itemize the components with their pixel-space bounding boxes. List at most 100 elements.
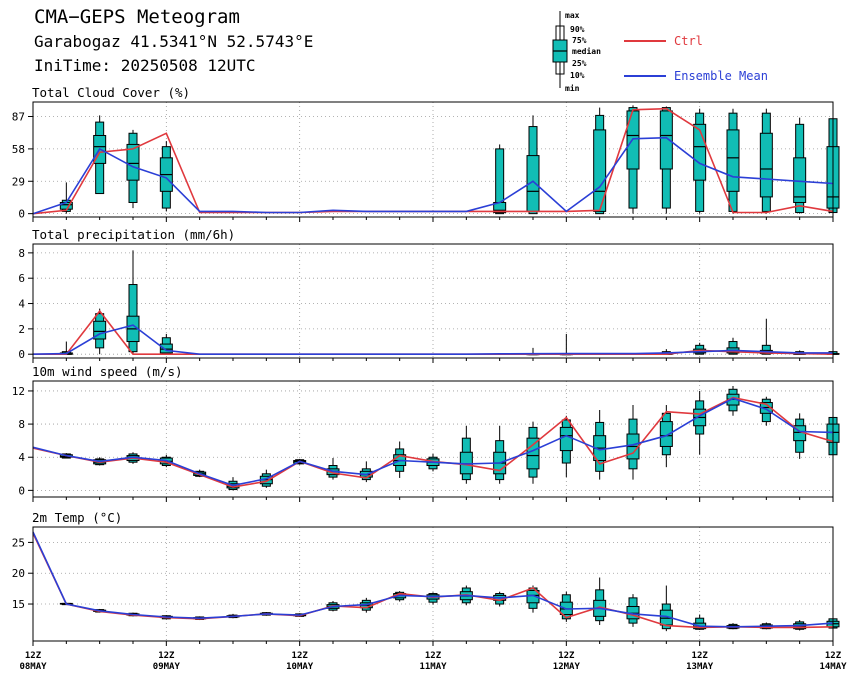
- box-25-75: [693, 123, 707, 181]
- legend-ctrl-label: Ctrl: [674, 34, 703, 48]
- box-whisker: [559, 415, 573, 478]
- box-whisker: [693, 390, 707, 455]
- x-tick-label-time: 12Z: [25, 651, 42, 661]
- x-tick-label-time: 12Z: [158, 651, 175, 661]
- x-tick-label-time: 12Z: [692, 651, 709, 661]
- ctrl-series-line: [32, 107, 834, 215]
- x-tick-label-date: 11MAY: [419, 662, 447, 672]
- box-whisker: [659, 106, 673, 214]
- box-25-75: [726, 129, 740, 192]
- box-whisker: [793, 413, 807, 459]
- panel-frame: [32, 526, 834, 642]
- mean-series-line: [32, 397, 834, 487]
- box-25-75: [659, 421, 673, 447]
- box-whisker: [726, 108, 740, 214]
- mean-series-line: [32, 531, 834, 628]
- panel-frame: [32, 101, 834, 218]
- box-25-75: [93, 320, 107, 340]
- x-tick-label-date: 08MAY: [19, 662, 47, 672]
- init-time-label: IniTime: 20250508 12UTC: [34, 56, 256, 75]
- key-label-p10: 10%: [570, 71, 585, 80]
- box-25-75: [559, 426, 573, 452]
- x-tick-label-time: 12Z: [825, 651, 842, 661]
- y-tick-label: 8: [18, 418, 25, 431]
- panel-title: Total Cloud Cover (%): [32, 85, 190, 100]
- x-tick-label-time: 12Z: [558, 651, 575, 661]
- y-tick-label: 8: [18, 247, 25, 260]
- key-label-max: max: [565, 11, 580, 20]
- box-10-90: [761, 344, 771, 355]
- key-label-p75: 75%: [572, 36, 587, 45]
- legend-ctrl-swatch: [624, 40, 666, 42]
- box-25-75: [526, 437, 540, 470]
- panel-3: 2m Temp (°C) 15 20 25: [12, 510, 840, 646]
- mean-series-line: [32, 136, 834, 215]
- box-whisker: [526, 115, 540, 215]
- x-tick-label-time: 12Z: [292, 651, 309, 661]
- box-whisker: [626, 405, 640, 480]
- y-tick-label: 6: [18, 272, 25, 285]
- panel-frame: [32, 380, 834, 498]
- legend-mean: Ensemble Mean: [624, 69, 768, 83]
- panel-2: 10m wind speed (m/s) 0 4 8 12: [12, 364, 840, 502]
- box-whisker: [593, 577, 607, 625]
- y-tick-label: 2: [18, 323, 25, 336]
- x-tick-label-date: 14MAY: [819, 662, 847, 672]
- x-tick-label-date: 09MAY: [153, 662, 181, 672]
- box-whisker: [759, 318, 773, 355]
- box-25-75: [126, 143, 140, 181]
- y-tick-label: 87: [12, 111, 25, 124]
- y-tick-label: 12: [12, 385, 25, 398]
- box-whisker: [626, 594, 640, 627]
- y-tick-label: 29: [12, 175, 25, 188]
- panel-title: 10m wind speed (m/s): [32, 364, 183, 379]
- x-tick-label-date: 13MAY: [686, 662, 714, 672]
- mean-series-line: [32, 324, 833, 356]
- y-tick-label: 20: [12, 567, 25, 580]
- key-label-min: min: [565, 84, 580, 93]
- location-label: Garabogaz 41.5341°N 52.5743°E: [34, 32, 314, 51]
- box-whisker: [126, 129, 140, 209]
- panel-title: 2m Temp (°C): [32, 510, 122, 525]
- box-whisker: [459, 425, 473, 484]
- panel-title: Total precipitation (mm/6h): [32, 227, 235, 242]
- y-tick-label: 15: [12, 598, 25, 611]
- box-whisker: [326, 458, 340, 480]
- panel-0: Total Cloud Cover (%) 0 29 58 87: [12, 85, 840, 222]
- x-tick-label-date: 12MAY: [553, 662, 581, 672]
- y-tick-label: 58: [12, 143, 25, 156]
- box-whisker: [759, 108, 773, 214]
- y-tick-label: 0: [18, 208, 25, 221]
- box-25-75: [793, 157, 807, 203]
- box-25-75: [159, 343, 173, 354]
- y-tick-label: 0: [18, 348, 25, 361]
- box-whisker: [526, 421, 540, 484]
- meteogram-header: CMA−GEPS Meteogram Garabogaz 41.5341°N 5…: [0, 0, 860, 100]
- box-whisker: [659, 405, 673, 468]
- legend-ctrl: Ctrl: [624, 34, 703, 48]
- box-25-75: [659, 110, 673, 170]
- box-whisker: [493, 425, 507, 484]
- box-whisker: [593, 107, 607, 215]
- box-whisker: [426, 592, 440, 605]
- key-label-median: median: [572, 47, 601, 56]
- key-label-p25: 25%: [572, 59, 587, 68]
- x-tick-label-time: 12Z: [425, 651, 442, 661]
- x-tick-label-date: 10MAY: [286, 662, 314, 672]
- box-10-90: [495, 148, 505, 215]
- box-whisker: [359, 461, 373, 483]
- key-label-p90: 90%: [570, 25, 585, 34]
- box-whisker: [793, 117, 807, 214]
- box-whisker: [559, 333, 573, 356]
- box-key: max 90% 75% median 25% 10% min: [550, 8, 630, 94]
- box-whisker: [693, 108, 707, 214]
- box-25-75: [759, 132, 773, 198]
- y-tick-label: 0: [18, 484, 25, 497]
- panel-frame: [32, 243, 834, 359]
- box-whisker: [126, 250, 140, 355]
- y-tick-label: 4: [18, 451, 25, 464]
- legend-mean-swatch: [624, 75, 666, 77]
- panel-1: Total precipitation (mm/6h) 0 2 4 6 8: [18, 227, 840, 363]
- y-tick-label: 25: [12, 536, 25, 549]
